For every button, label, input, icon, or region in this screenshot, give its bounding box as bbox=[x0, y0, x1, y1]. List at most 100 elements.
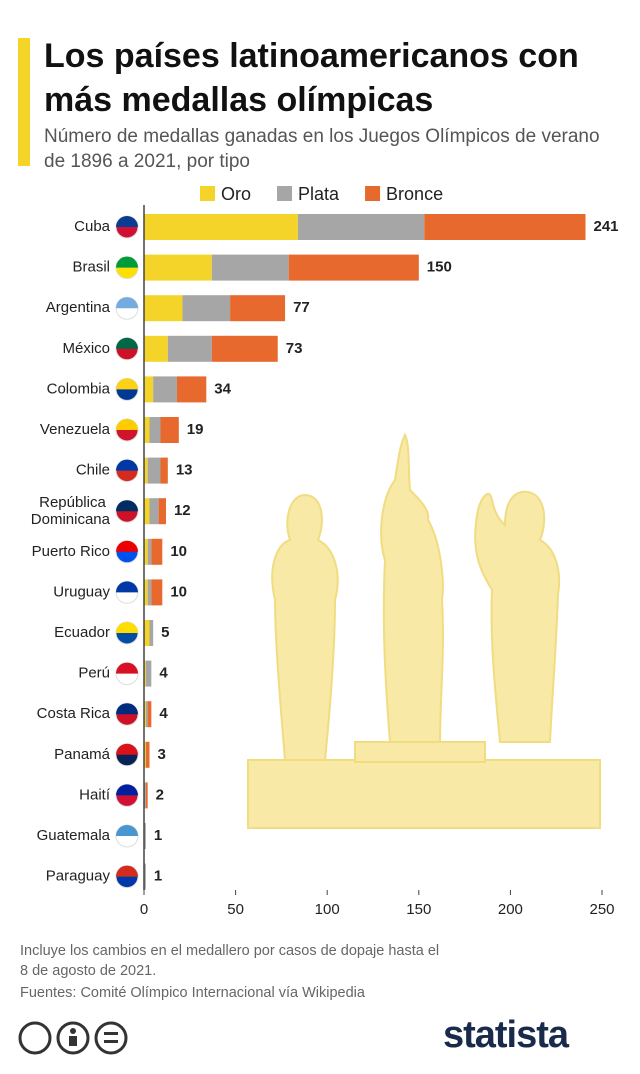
bar-segment bbox=[167, 335, 212, 362]
bar-segment bbox=[144, 295, 183, 322]
legend-label: Bronce bbox=[386, 184, 443, 204]
bar-segment bbox=[144, 376, 154, 403]
title-accent bbox=[18, 38, 30, 166]
y-tick-label: Panamá bbox=[54, 746, 111, 763]
flag bbox=[116, 297, 138, 309]
flag bbox=[116, 743, 138, 755]
total-label: 4 bbox=[159, 705, 168, 722]
bar-segment bbox=[151, 538, 163, 565]
flag bbox=[116, 703, 138, 715]
y-tick-label: Ecuador bbox=[54, 624, 110, 641]
flag bbox=[116, 378, 138, 390]
x-tick-label: 250 bbox=[589, 901, 614, 918]
flag bbox=[116, 500, 138, 512]
y-tick-label: Haití bbox=[79, 786, 111, 803]
bar-segment bbox=[230, 295, 286, 322]
bar-segment bbox=[147, 538, 152, 565]
bar-segment bbox=[211, 254, 289, 281]
flag bbox=[116, 216, 138, 227]
y-tick-label: Perú bbox=[78, 665, 110, 682]
bar-segment bbox=[149, 620, 154, 646]
total-label: 12 bbox=[174, 502, 191, 519]
total-label: 1 bbox=[154, 827, 162, 844]
x-tick-label: 200 bbox=[498, 901, 523, 918]
bar-segment bbox=[144, 579, 148, 606]
bar-segment bbox=[144, 214, 298, 240]
bar-segment bbox=[160, 457, 168, 484]
total-label: 1 bbox=[154, 868, 162, 885]
license-icons bbox=[18, 1021, 128, 1055]
total-label: 10 bbox=[170, 543, 187, 560]
bar-segment bbox=[144, 782, 146, 809]
legend-swatch bbox=[200, 186, 215, 201]
flag bbox=[116, 581, 138, 593]
bar-segment bbox=[145, 782, 148, 809]
legend-label: Plata bbox=[298, 184, 340, 204]
podium-illustration bbox=[247, 432, 601, 829]
flag bbox=[116, 784, 138, 796]
total-label: 5 bbox=[161, 624, 169, 641]
y-tick-label: Guatemala bbox=[37, 827, 111, 844]
y-tick-label: República Dominicana bbox=[31, 494, 111, 528]
bar-segment bbox=[144, 417, 150, 443]
x-tick-label: 150 bbox=[406, 901, 431, 918]
bar-segment bbox=[144, 498, 150, 525]
bar-segment bbox=[145, 660, 152, 687]
bar-segment bbox=[147, 701, 152, 728]
y-tick-label: Chile bbox=[76, 462, 110, 479]
flag bbox=[116, 459, 138, 471]
total-label: 4 bbox=[159, 665, 168, 682]
footnote: Incluye los cambios en el medallero por … bbox=[20, 943, 440, 979]
bar-segment bbox=[144, 538, 148, 565]
legend-swatch bbox=[365, 186, 381, 201]
flag bbox=[116, 337, 138, 349]
y-tick-label: México bbox=[62, 340, 110, 357]
bar-segment bbox=[144, 741, 146, 768]
flag bbox=[116, 256, 138, 268]
x-tick-label: 100 bbox=[315, 901, 340, 918]
total-label: 241 bbox=[594, 218, 619, 235]
bar-segment bbox=[211, 335, 278, 362]
total-label: 13 bbox=[176, 462, 193, 479]
bar-segment bbox=[151, 579, 163, 606]
bar-segment bbox=[144, 660, 146, 687]
total-label: 77 bbox=[293, 299, 310, 316]
bar-segment bbox=[144, 254, 212, 281]
bar-segment bbox=[160, 417, 179, 443]
bar-segment bbox=[144, 457, 148, 484]
total-label: 150 bbox=[427, 259, 452, 276]
brand-logo: statista bbox=[442, 1014, 569, 1056]
flag bbox=[116, 419, 138, 430]
y-tick-label: Paraguay bbox=[46, 868, 111, 885]
flag bbox=[116, 825, 138, 836]
bar-segment bbox=[424, 214, 586, 240]
y-tick-label: Cuba bbox=[74, 218, 111, 235]
bar-segment bbox=[145, 701, 148, 728]
bar-segment bbox=[158, 498, 166, 525]
bar-segment bbox=[145, 741, 150, 768]
flag bbox=[116, 622, 138, 633]
y-tick-label: Venezuela bbox=[40, 421, 111, 438]
bar-segment bbox=[144, 335, 168, 362]
bar-segment bbox=[297, 214, 425, 240]
legend-label: Oro bbox=[221, 184, 251, 204]
x-tick-label: 50 bbox=[227, 901, 244, 918]
legend-swatch bbox=[277, 186, 293, 201]
bar-segment bbox=[144, 863, 146, 890]
bar-segment bbox=[288, 254, 419, 281]
source: Fuentes: Comité Olímpico Internacional v… bbox=[20, 985, 365, 1001]
y-tick-label: Uruguay bbox=[53, 583, 110, 600]
total-label: 2 bbox=[156, 786, 164, 803]
y-tick-label: Costa Rica bbox=[37, 705, 111, 722]
bar-segment bbox=[144, 823, 146, 849]
bar-segment bbox=[149, 417, 161, 443]
bar-segment bbox=[149, 498, 159, 525]
bar-segment bbox=[147, 457, 161, 484]
bar-segment bbox=[147, 579, 152, 606]
flag bbox=[116, 865, 138, 877]
total-label: 3 bbox=[157, 746, 165, 763]
total-label: 19 bbox=[187, 421, 204, 438]
total-label: 73 bbox=[286, 340, 303, 357]
